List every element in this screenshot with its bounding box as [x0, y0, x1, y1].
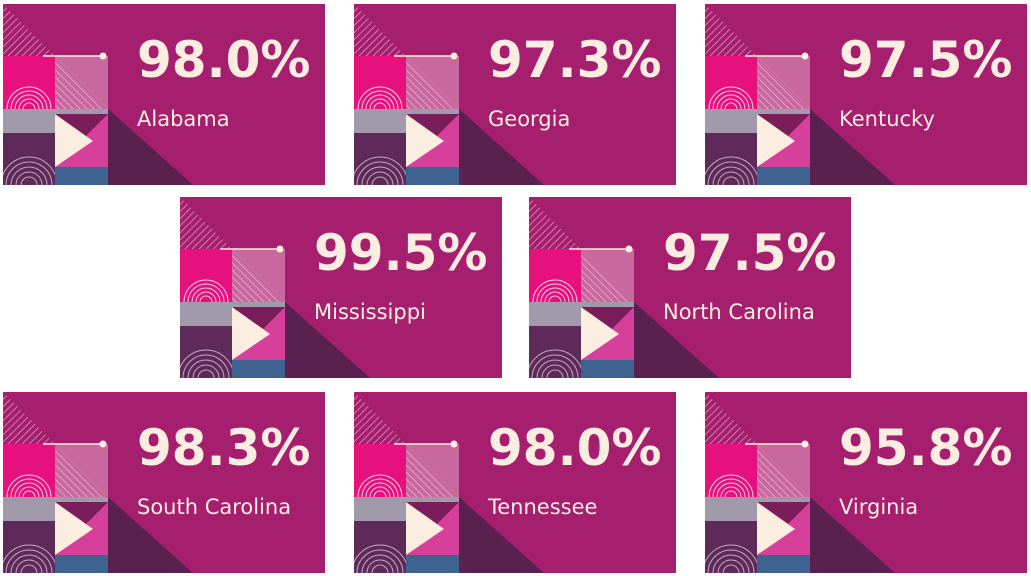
card-label: Virginia	[839, 495, 918, 519]
card-value: 97.3%	[488, 31, 661, 89]
slide-card: 98.0% Alabama	[1, 4, 325, 213]
card-label: Georgia	[488, 107, 570, 131]
card-label: North Carolina	[663, 300, 815, 324]
slide-card: 97.5% Kentucky	[703, 4, 1027, 213]
card-value: 98.0%	[488, 419, 661, 477]
slide-card: 97.5% North Carolina	[527, 197, 851, 406]
card-value: 98.0%	[137, 31, 310, 89]
card-value: 98.3%	[137, 419, 310, 477]
card-value: 97.5%	[663, 224, 836, 282]
card-value: 95.8%	[839, 419, 1012, 477]
card-label: Alabama	[137, 107, 230, 131]
card-label: Kentucky	[839, 107, 935, 131]
slide-card: 98.3% South Carolina	[1, 392, 325, 576]
card-value: 99.5%	[314, 224, 487, 282]
card-label: South Carolina	[137, 495, 291, 519]
card-value: 97.5%	[839, 31, 1012, 89]
card-label: Tennessee	[487, 495, 597, 519]
card-label: Mississippi	[314, 300, 426, 324]
slide-card: 98.0% Tennessee	[352, 392, 676, 576]
slide-card: 95.8% Virginia	[703, 392, 1027, 576]
slide-card: 97.3% Georgia	[352, 4, 676, 213]
slide-card: 99.5% Mississippi	[178, 197, 502, 406]
